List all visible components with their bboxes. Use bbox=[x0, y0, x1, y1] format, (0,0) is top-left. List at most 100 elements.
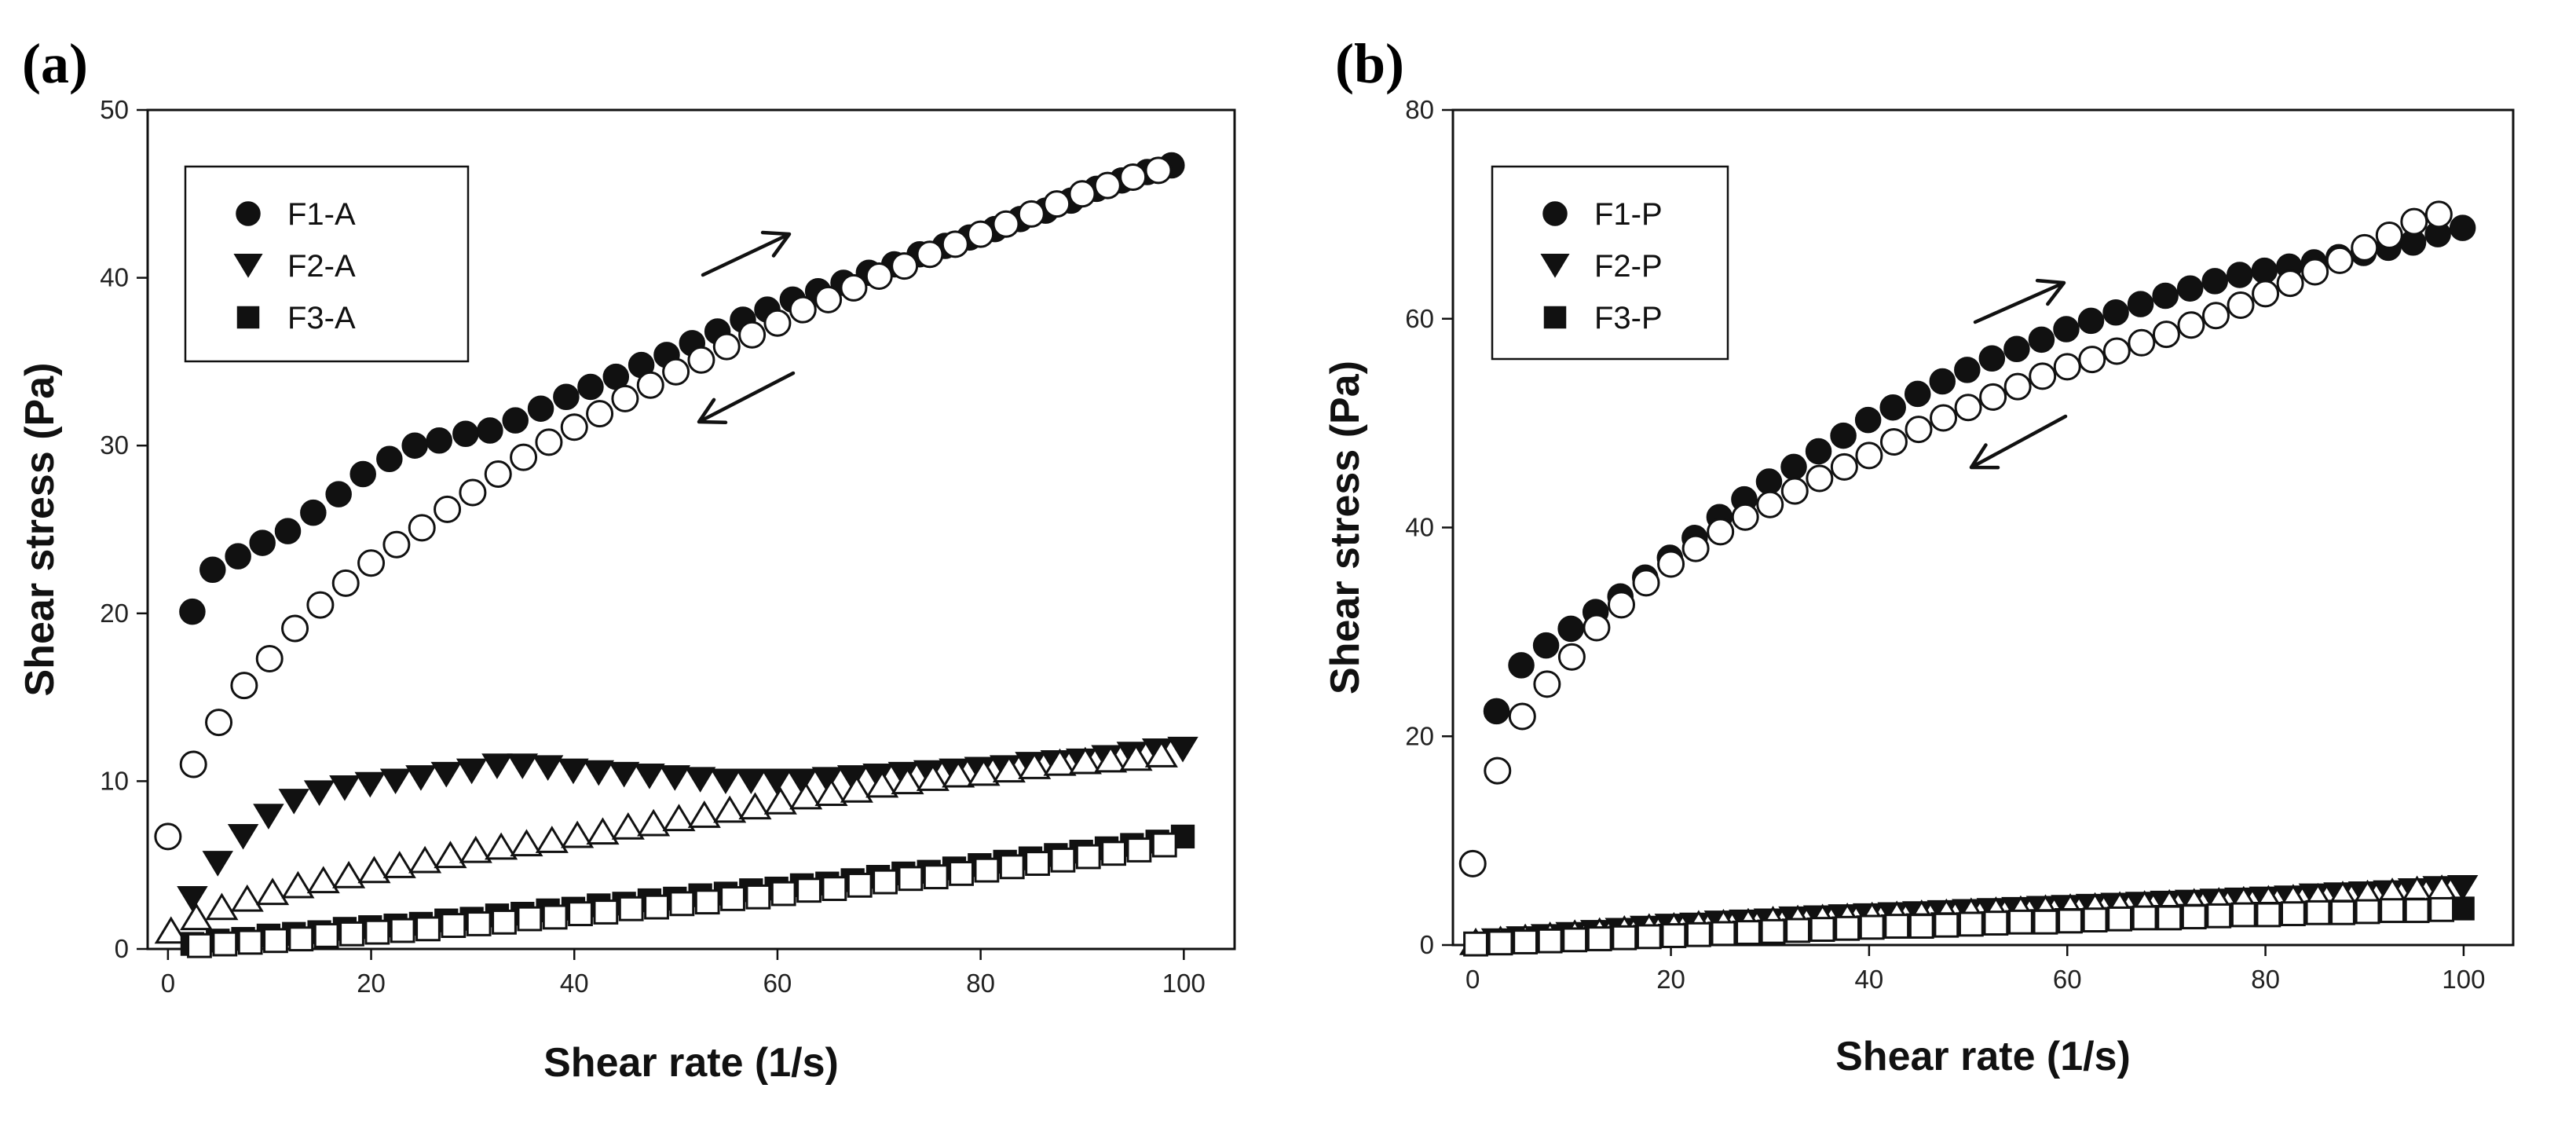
data-point bbox=[364, 919, 390, 945]
arrow-right-upward-icon bbox=[1973, 278, 2066, 324]
data-point bbox=[1513, 929, 1539, 954]
data-point bbox=[814, 285, 843, 313]
data-point bbox=[1805, 438, 1832, 465]
data-point bbox=[1533, 670, 1561, 698]
data-point bbox=[1068, 746, 1102, 775]
data-point bbox=[532, 755, 564, 781]
data-point bbox=[942, 760, 975, 788]
data-point bbox=[2429, 896, 2455, 922]
data-point bbox=[288, 926, 314, 952]
data-point bbox=[2227, 291, 2255, 319]
data-point bbox=[2449, 214, 2476, 241]
plot-area-frame bbox=[146, 108, 1236, 951]
legend-box bbox=[1491, 165, 1729, 361]
x-tick-label: 80 bbox=[2251, 965, 2280, 994]
data-point bbox=[974, 857, 1000, 883]
data-point bbox=[840, 775, 873, 803]
legend-label: F3-A bbox=[287, 301, 356, 335]
y-tick-label: 40 bbox=[1405, 513, 1434, 542]
data-point bbox=[2152, 282, 2179, 310]
y-tick-label: 50 bbox=[100, 95, 129, 124]
data-point bbox=[205, 709, 233, 737]
data-point bbox=[1144, 740, 1178, 767]
data-point bbox=[2227, 262, 2253, 288]
series-f3-p-down bbox=[1463, 896, 2455, 957]
data-point bbox=[560, 413, 588, 441]
data-point bbox=[306, 866, 340, 894]
data-point bbox=[1884, 914, 1910, 939]
data-point bbox=[916, 764, 950, 791]
data-point bbox=[1908, 914, 1934, 939]
data-point bbox=[485, 832, 518, 860]
data-point bbox=[434, 841, 467, 869]
data-point bbox=[2128, 328, 2156, 357]
x-tick-label: 20 bbox=[1656, 965, 1685, 994]
data-point bbox=[1760, 918, 1786, 944]
data-point bbox=[1151, 832, 1177, 858]
data-point bbox=[662, 357, 690, 386]
data-point bbox=[786, 768, 818, 795]
data-point bbox=[1612, 925, 1637, 951]
data-point bbox=[300, 499, 327, 526]
data-point bbox=[1806, 464, 1834, 493]
data-point bbox=[1785, 918, 1810, 943]
data-point bbox=[636, 371, 664, 399]
data-point bbox=[608, 761, 640, 788]
data-point bbox=[199, 556, 226, 584]
data-point bbox=[2230, 902, 2256, 928]
data-point bbox=[1657, 550, 1685, 578]
data-point bbox=[1050, 847, 1076, 873]
data-point bbox=[1904, 380, 1931, 408]
data-point bbox=[2008, 909, 2033, 935]
data-point bbox=[1835, 915, 1861, 941]
data-point bbox=[2127, 291, 2154, 317]
data-point bbox=[662, 804, 696, 832]
data-point bbox=[230, 672, 258, 700]
legend-marker-triangle-down-icon bbox=[233, 254, 263, 278]
data-point bbox=[339, 921, 364, 947]
data-point bbox=[967, 220, 995, 248]
data-point bbox=[1707, 518, 1735, 546]
data-point bbox=[1731, 503, 1759, 531]
data-point bbox=[687, 346, 715, 374]
data-point bbox=[710, 768, 741, 795]
data-point bbox=[865, 262, 893, 290]
data-point bbox=[1958, 911, 1984, 937]
data-point bbox=[1736, 920, 1761, 945]
data-point bbox=[763, 309, 792, 337]
data-point bbox=[205, 892, 239, 921]
y-tick-label: 0 bbox=[115, 934, 129, 963]
panel-b-chart: (b) 0 20 40 60 80 100 0 20 40 60 80 Shear rate (1/s)… bbox=[1323, 32, 2515, 1079]
data-point bbox=[225, 543, 251, 570]
data-point bbox=[281, 614, 309, 643]
data-point bbox=[720, 886, 745, 911]
data-point bbox=[789, 295, 817, 324]
x-tick-label: 40 bbox=[1855, 965, 1884, 994]
data-point bbox=[390, 918, 415, 943]
data-point bbox=[329, 775, 360, 801]
arrow-left-downward-icon bbox=[1969, 414, 2068, 470]
data-point bbox=[1756, 490, 1784, 518]
y-tick-label: 10 bbox=[100, 766, 129, 795]
data-point bbox=[477, 417, 503, 444]
data-point bbox=[1929, 368, 1956, 395]
data-point bbox=[1167, 736, 1198, 763]
data-point bbox=[2251, 257, 2278, 284]
data-point bbox=[811, 767, 843, 793]
data-point bbox=[558, 758, 589, 785]
data-point bbox=[180, 903, 214, 931]
data-point bbox=[2003, 372, 2032, 401]
y-tick-label: 0 bbox=[1420, 930, 1434, 959]
data-point bbox=[941, 230, 969, 258]
data-point bbox=[542, 904, 568, 930]
legend-marker-triangle-down-icon bbox=[1540, 254, 1570, 278]
data-point bbox=[379, 768, 412, 795]
data-point bbox=[1458, 849, 1487, 877]
data-point bbox=[916, 240, 944, 269]
data-point bbox=[1755, 468, 1783, 495]
data-point bbox=[1809, 917, 1835, 942]
data-point bbox=[212, 931, 238, 957]
data-point bbox=[331, 569, 360, 597]
data-point bbox=[745, 884, 771, 910]
